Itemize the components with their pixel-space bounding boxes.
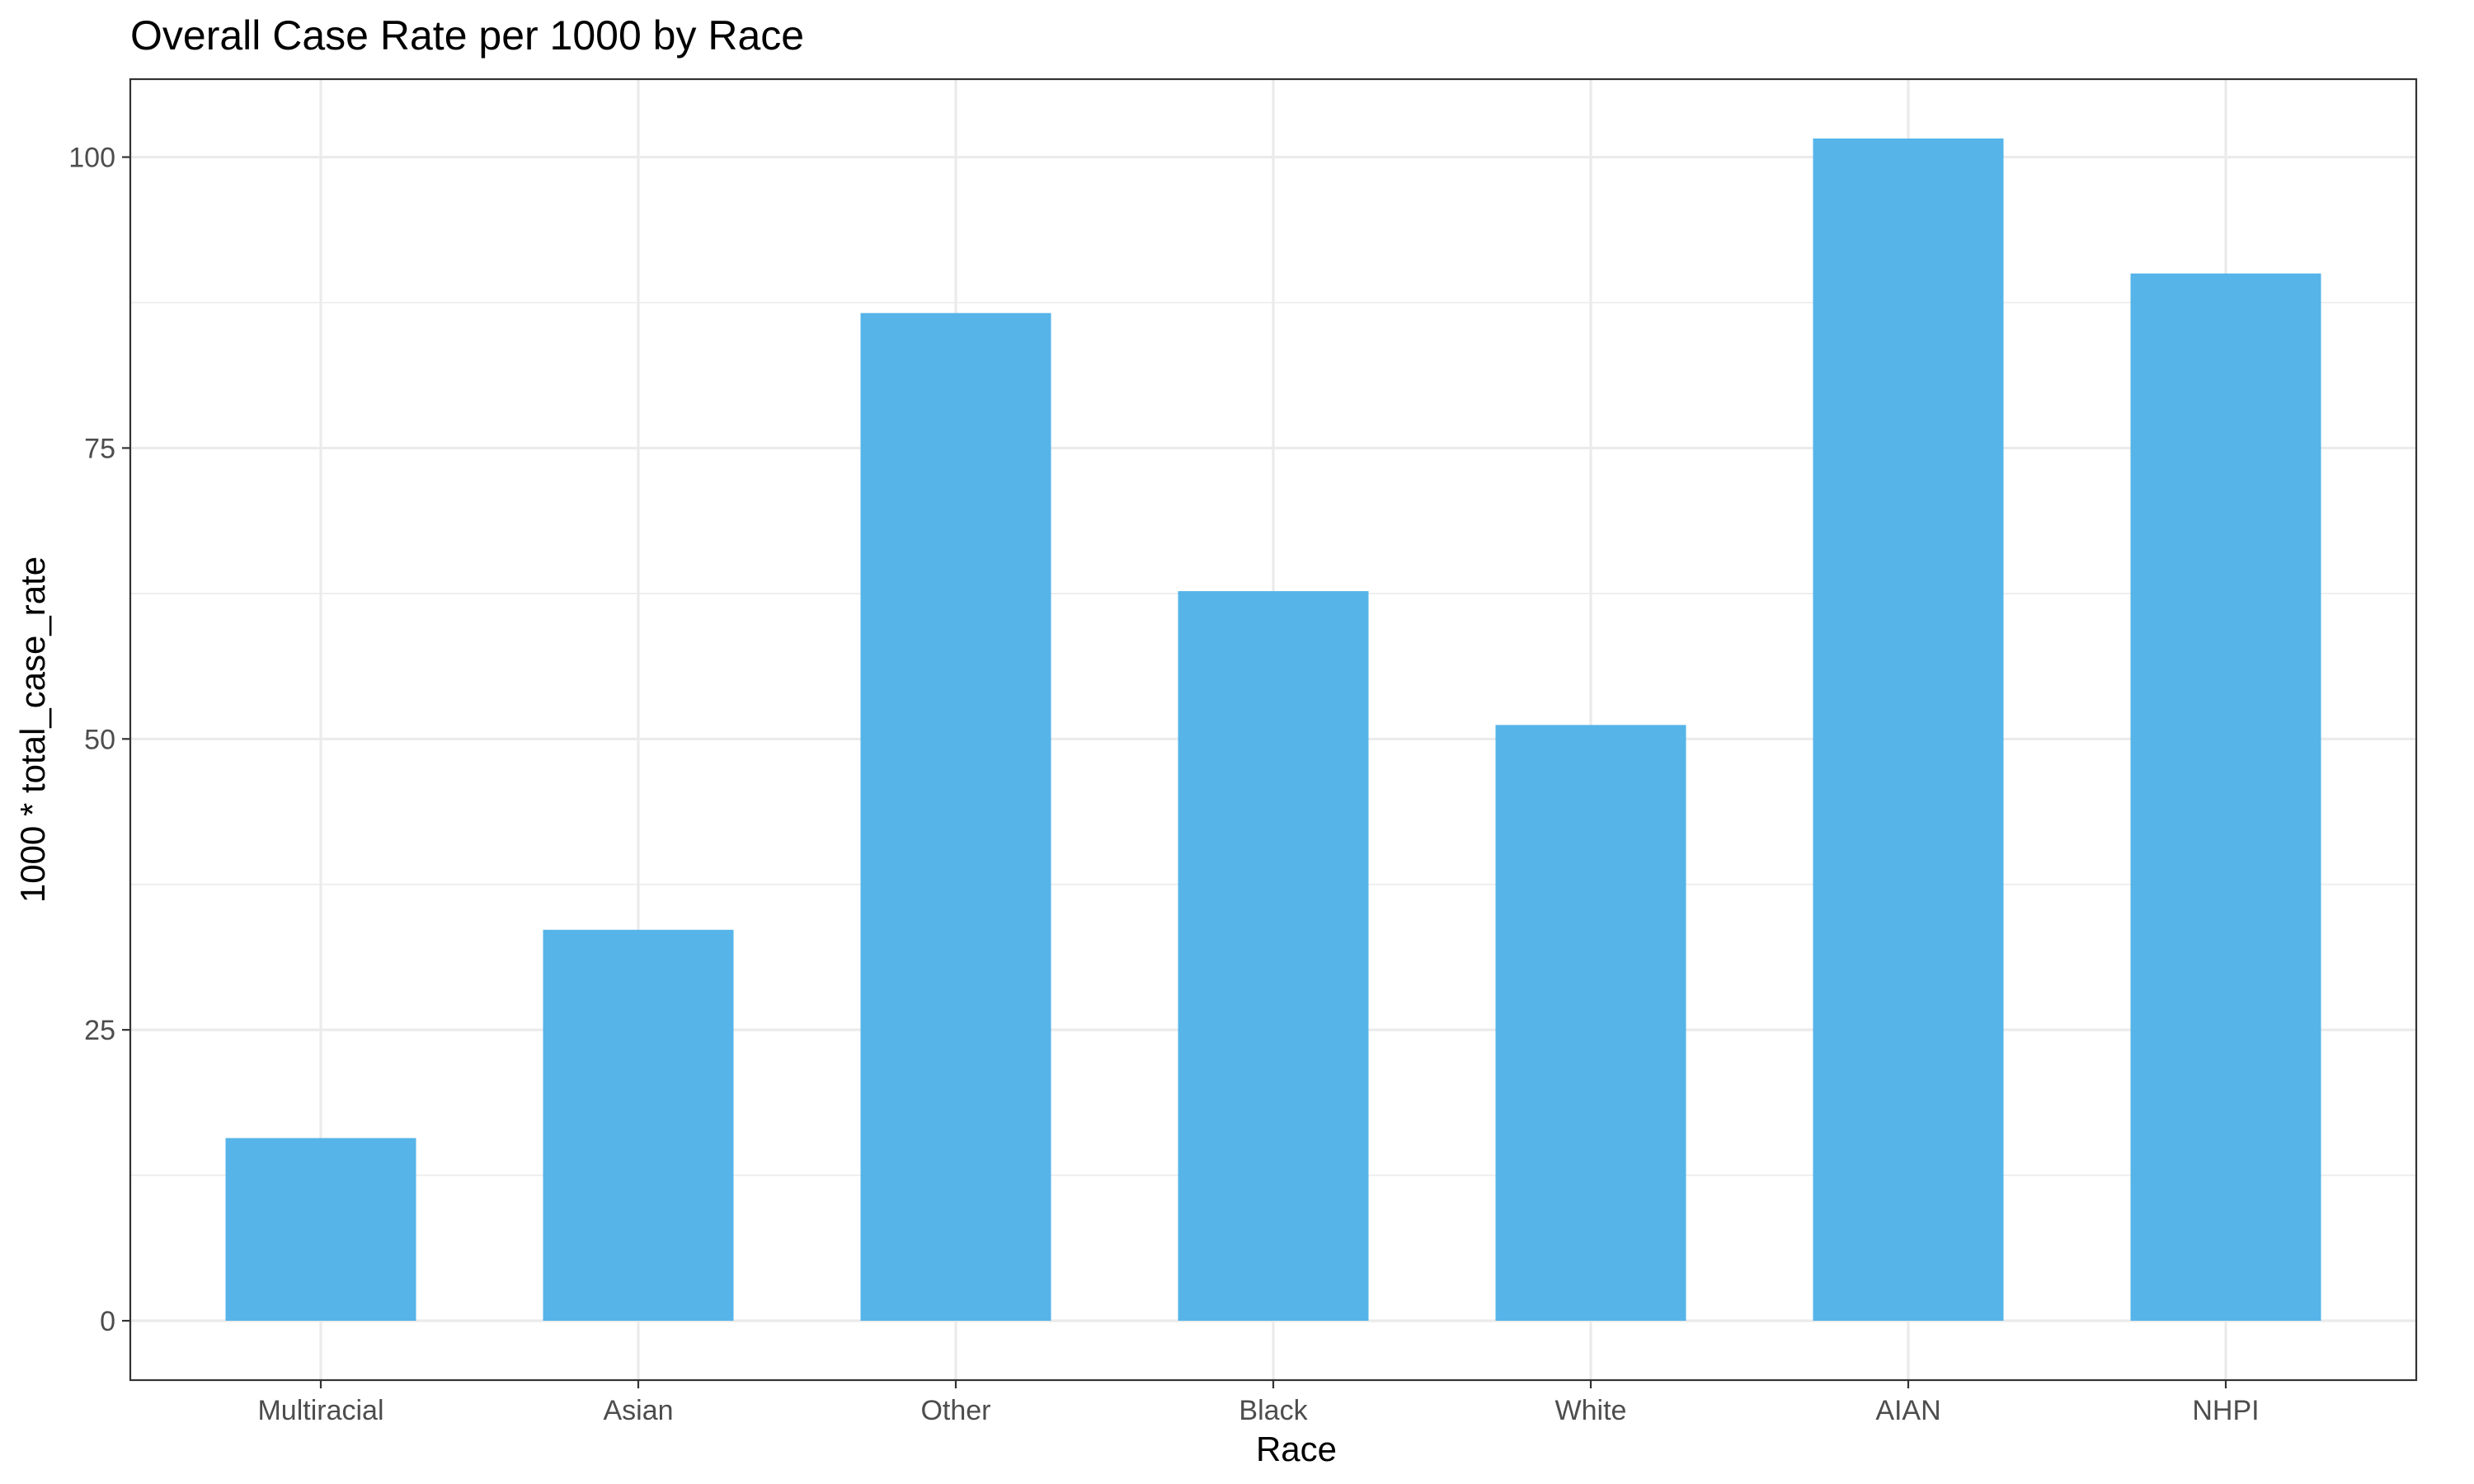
y-axis-title: 1000 * total_case_rate	[13, 556, 52, 903]
chart-title: Overall Case Rate per 1000 by Race	[130, 12, 804, 59]
x-tick-label: Asian	[603, 1395, 673, 1426]
bar-white	[1495, 725, 1686, 1322]
bar-other	[860, 312, 1051, 1322]
y-tick-label: 0	[100, 1306, 115, 1337]
x-tick-label: AIAN	[1875, 1395, 1940, 1426]
y-tick-label: 25	[84, 1015, 115, 1046]
y-tick-label: 100	[68, 143, 115, 174]
x-axis-title: Race	[1256, 1430, 1337, 1468]
x-tick-label: Other	[920, 1395, 990, 1426]
x-tick-label: White	[1555, 1395, 1627, 1426]
x-tick-label: NHPI	[2192, 1395, 2259, 1426]
y-tick-label: 50	[84, 724, 115, 755]
bars	[225, 138, 2321, 1322]
bar-black	[1178, 591, 1369, 1322]
y-tick-label: 75	[84, 433, 115, 464]
bar-aian	[1813, 138, 2004, 1322]
x-tick-label: Black	[1239, 1395, 1308, 1426]
x-tick-label: Multiracial	[257, 1395, 383, 1426]
bar-nhpi	[2130, 273, 2321, 1322]
axes: 0 25 50 75 100 Multiracial Asian Other Black Whit…	[68, 143, 2259, 1426]
bar-asian	[543, 929, 734, 1322]
bar-multiracial	[225, 1138, 416, 1322]
